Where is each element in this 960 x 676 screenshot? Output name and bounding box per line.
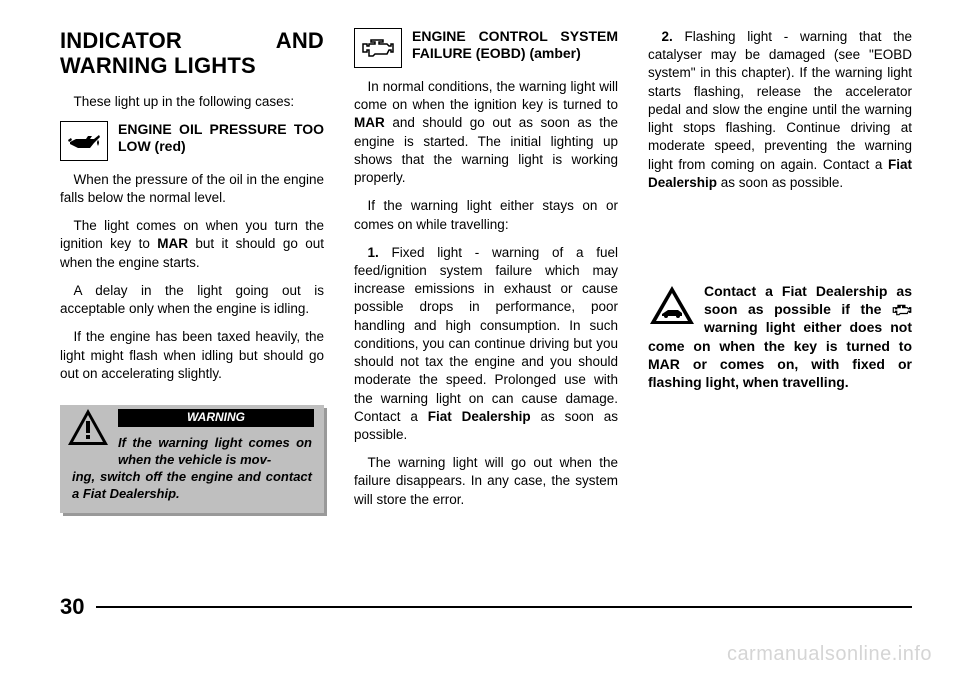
eobd-last: The warning light will go out when the f… bbox=[354, 454, 618, 509]
footer-line bbox=[96, 606, 912, 608]
warning-triangle-icon bbox=[66, 407, 110, 447]
item2-pre: Flashing light - warning that the cataly… bbox=[648, 29, 912, 172]
page-footer: 30 bbox=[60, 594, 912, 620]
eobd-p2: If the warning light either stays on or … bbox=[354, 197, 618, 233]
oil-p4: If the engine has been taxed heavily, th… bbox=[60, 328, 324, 383]
item1-num: 1. bbox=[368, 245, 379, 260]
eobd-p1-pre: In normal conditions, the warning light … bbox=[354, 79, 618, 112]
eobd-label: ENGINE CONTROL SYSTEM FAILURE (EOBD) (am… bbox=[412, 28, 618, 62]
oil-p2-bold: MAR bbox=[157, 236, 188, 251]
col3-item2: 2. Flashing light - warning that the cat… bbox=[648, 28, 912, 192]
item1-pre: Fixed light - warning of a fuel feed/ign… bbox=[354, 245, 618, 424]
oil-p1: When the pressure of the oil in the engi… bbox=[60, 171, 324, 207]
eobd-p1-bold: MAR bbox=[354, 115, 385, 130]
column-3: 2. Flashing light - warning that the cat… bbox=[648, 28, 912, 519]
warning-bar: WARNING bbox=[118, 409, 314, 427]
warning-callout: WARNING If the warning light comes on wh… bbox=[60, 405, 324, 513]
eobd-p1-post: and should go out as soon as the engine … bbox=[354, 115, 618, 185]
engine-icon bbox=[354, 28, 402, 68]
item2-post: as soon as possible. bbox=[717, 175, 843, 190]
eobd-item1: 1. Fixed light - warning of a fuel feed/… bbox=[354, 244, 618, 444]
engine-inline-icon bbox=[892, 303, 912, 317]
page-title: INDICATOR AND WARNING LIGHTS bbox=[60, 28, 324, 79]
attention-block: Contact a Fiat Dealership as soon as pos… bbox=[648, 282, 912, 391]
oil-p2: The light comes on when you turn the ign… bbox=[60, 217, 324, 272]
intro-text: These light up in the following cases: bbox=[60, 93, 324, 111]
text-columns: INDICATOR AND WARNING LIGHTS These light… bbox=[60, 28, 912, 519]
page-number: 30 bbox=[60, 594, 84, 620]
eobd-p1: In normal conditions, the warning light … bbox=[354, 78, 618, 187]
item1-bold: Fiat Dealership bbox=[428, 409, 531, 424]
attention-triangle-icon bbox=[648, 284, 696, 326]
eobd-section-header: ENGINE CONTROL SYSTEM FAILURE (EOBD) (am… bbox=[354, 28, 618, 68]
column-1: INDICATOR AND WARNING LIGHTS These light… bbox=[60, 28, 324, 519]
oil-can-icon bbox=[60, 121, 108, 161]
oil-section-header: ENGINE OIL PRESSURE TOO LOW (red) bbox=[60, 121, 324, 161]
warning-text-line2: ing, switch off the engine and contact a… bbox=[72, 469, 312, 503]
oil-label: ENGINE OIL PRESSURE TOO LOW (red) bbox=[118, 121, 324, 155]
item2-num: 2. bbox=[662, 29, 673, 44]
oil-p3: A delay in the light going out is accept… bbox=[60, 282, 324, 318]
watermark: carmanualsonline.info bbox=[727, 643, 932, 666]
column-2: ENGINE CONTROL SYSTEM FAILURE (EOBD) (am… bbox=[354, 28, 618, 519]
manual-page: INDICATOR AND WARNING LIGHTS These light… bbox=[0, 0, 960, 676]
